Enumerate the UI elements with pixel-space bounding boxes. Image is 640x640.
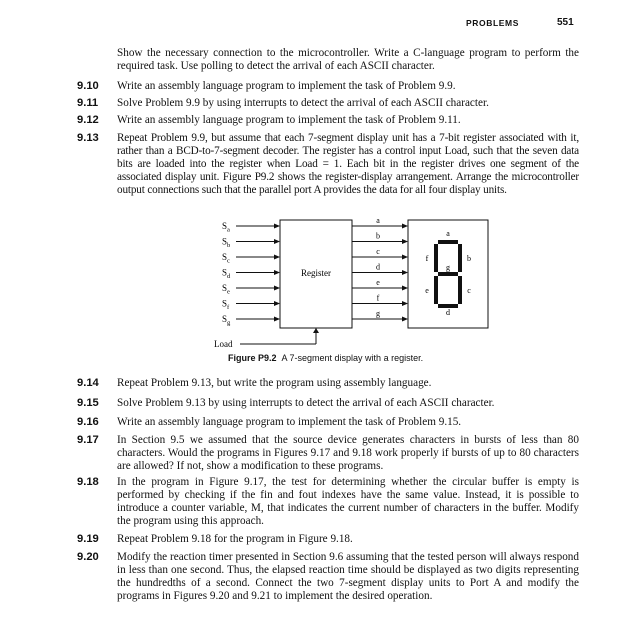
problem-text: Solve Problem 9.9 by using interrupts to…: [117, 97, 489, 109]
problem-text: Repeat Problem 9.13, but write the progr…: [117, 377, 432, 389]
problem-text: Repeat Problem 9.9, but assume that each…: [117, 132, 579, 196]
page-header: PROBLEMS 551: [0, 17, 640, 32]
input-label-sc: Sc: [222, 252, 230, 265]
caption-label: Figure P9.2: [228, 353, 277, 363]
problem-text: In the program in Figure 9.17, the test …: [117, 476, 579, 527]
segment-e: [434, 276, 438, 304]
register-label: Register: [301, 268, 331, 278]
problem-text: Write an assembly language program to im…: [117, 114, 461, 126]
segment-label-b: b: [467, 254, 471, 263]
input-arrow: [274, 239, 280, 244]
seven-segment-display: a b c d e f g: [425, 229, 471, 317]
input-label-sf: Sf: [222, 299, 230, 312]
output-label-a: a: [376, 216, 380, 225]
load-arrow: [313, 328, 319, 333]
output-arrow: [402, 239, 408, 244]
input-label-sg: Sg: [222, 314, 231, 327]
input-label-sb: Sb: [222, 237, 230, 250]
segment-f: [434, 244, 438, 272]
output-arrow: [402, 285, 408, 291]
segment-b: [458, 244, 462, 272]
problem-number: 9.14: [77, 377, 99, 389]
input-label-se: Se: [222, 283, 230, 296]
segment-label-e: e: [425, 286, 429, 295]
segment-a: [438, 240, 458, 244]
output-arrow: [402, 316, 408, 322]
problem-number: 9.12: [77, 114, 99, 126]
problem-number: 9.10: [77, 80, 99, 92]
segment-g: [438, 272, 458, 276]
caption-text: A 7-segment display with a register.: [281, 353, 424, 363]
output-arrow: [402, 301, 408, 306]
page-number: 551: [557, 17, 574, 28]
segment-label-d: d: [446, 308, 450, 317]
output-arrow: [402, 223, 408, 229]
input-arrow: [274, 223, 280, 229]
running-head: PROBLEMS: [466, 18, 519, 28]
input-label-sa: Sa: [222, 221, 230, 234]
output-label-c: c: [376, 247, 380, 256]
problem-text: Write an assembly language program to im…: [117, 416, 462, 428]
input-arrow: [274, 285, 280, 291]
display-block: [407, 219, 489, 329]
output-arrow: [402, 270, 408, 275]
problem-number: 9.18: [77, 476, 99, 488]
problem-text: Write an assembly language program to im…: [117, 80, 456, 92]
problem-number: 9.20: [77, 551, 99, 563]
problem-number: 9.11: [77, 97, 99, 109]
input-arrow: [274, 316, 280, 322]
problem-number: 9.19: [77, 533, 99, 545]
segment-label-f: f: [426, 254, 429, 263]
problem-number: 9.15: [77, 397, 99, 409]
figure-caption: Figure P9.2 A 7-segment display with a re…: [228, 353, 423, 363]
problem-number: 9.17: [77, 434, 99, 446]
problem-text: Modify the reaction timer presented in S…: [117, 551, 579, 602]
output-label-f: f: [377, 294, 380, 303]
segment-c: [458, 276, 462, 304]
input-arrow: [274, 301, 280, 306]
segment-d: [438, 304, 458, 308]
segment-label-c: c: [467, 286, 471, 295]
output-label-d: d: [376, 263, 380, 272]
input-arrow: [274, 270, 280, 275]
output-label-b: b: [376, 232, 380, 241]
problem-number: 9.16: [77, 416, 99, 428]
problem-text: In Section 9.5 we assumed that the sourc…: [117, 434, 579, 472]
problem-number: 9.13: [77, 132, 99, 144]
output-arrow: [402, 254, 408, 260]
input-lines: Sa Sb Sc Sd Se Sf Sg: [222, 221, 280, 327]
output-label-g: g: [376, 309, 380, 318]
problem-text: Solve Problem 9.13 by using interrupts t…: [117, 397, 495, 409]
input-arrow: [274, 254, 280, 260]
output-label-e: e: [376, 278, 380, 287]
segment-label-a: a: [446, 229, 450, 238]
load-label: Load: [214, 339, 233, 349]
intro-text: Show the necessary connection to the mic…: [117, 47, 579, 72]
segment-label-g: g: [446, 263, 450, 272]
problem-text: Repeat Problem 9.18 for the program in F…: [117, 533, 353, 545]
input-label-sd: Sd: [222, 268, 231, 281]
